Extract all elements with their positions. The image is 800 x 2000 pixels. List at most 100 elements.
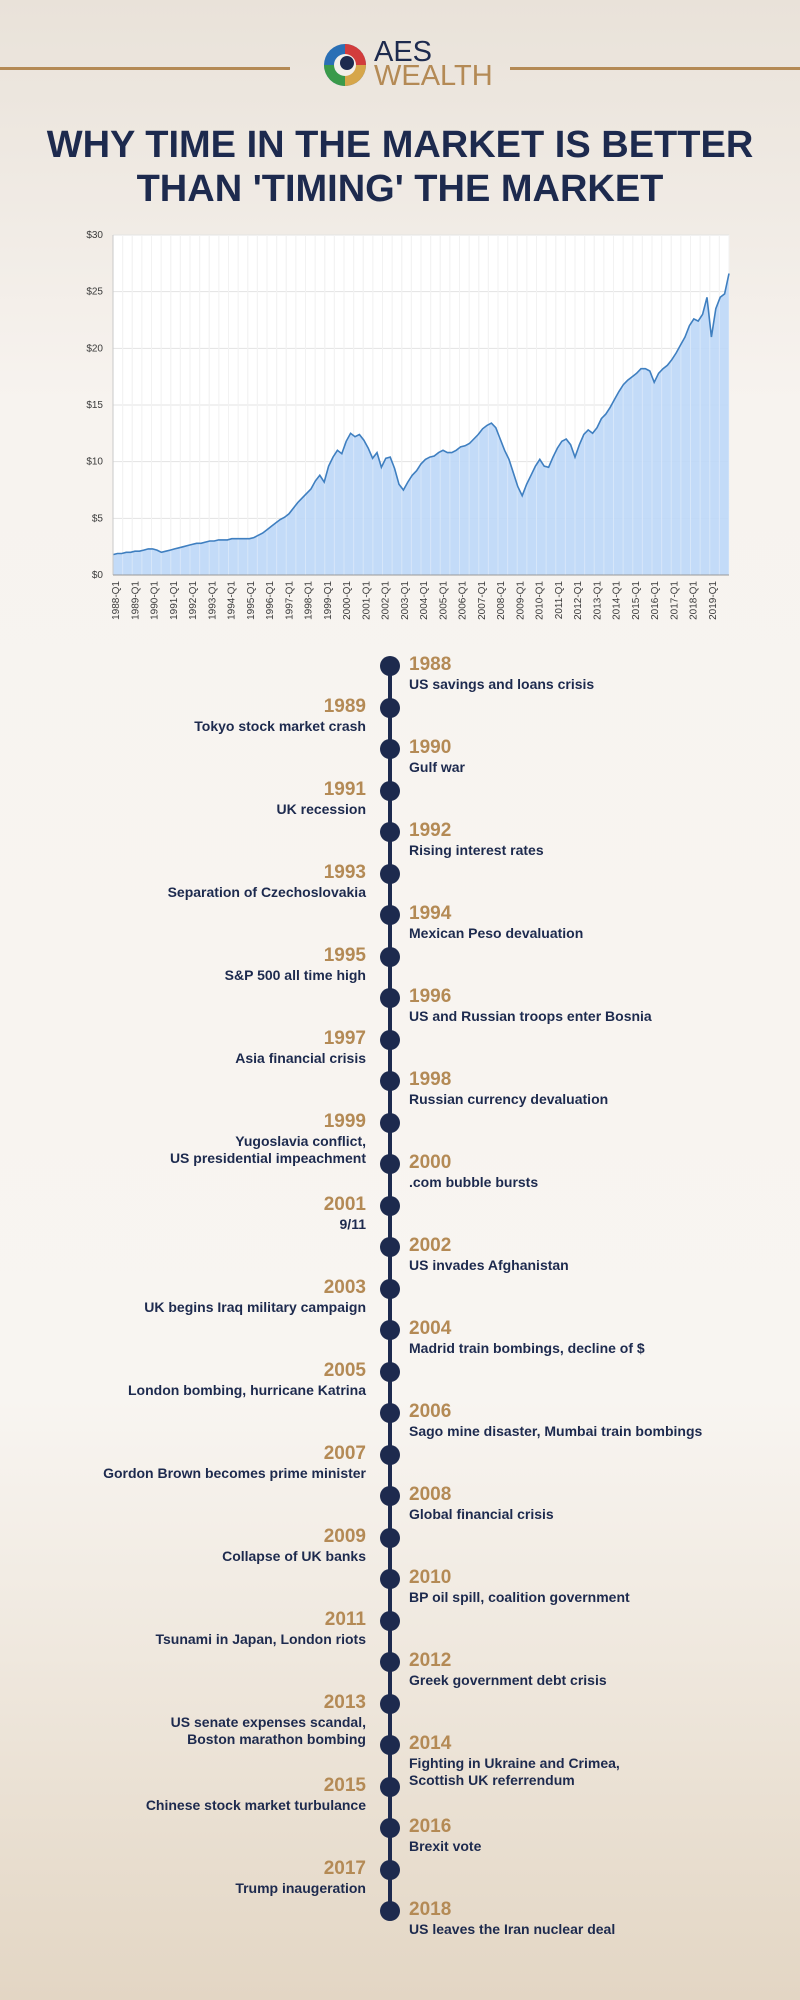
event-description: UK recession	[276, 800, 366, 817]
timeline-dot	[380, 1195, 400, 1216]
x-tick-label: 2004-Q1	[419, 581, 430, 620]
x-tick-label: 1990-Q1	[150, 581, 161, 620]
event-year: 1989	[323, 695, 366, 717]
timeline-dot	[380, 1029, 400, 1050]
x-tick-label: 1994-Q1	[227, 581, 238, 620]
timeline-event: 2000 .com bubble bursts	[409, 1152, 739, 1191]
timeline-event: 1989 Tokyo stock market crash	[36, 696, 366, 735]
timeline-event: 2005 London bombing, hurricane Katrina	[36, 1360, 366, 1399]
page-title-line-2: THAN 'TIMING' THE MARKET	[136, 168, 664, 210]
event-year: 1999	[323, 1110, 366, 1132]
timeline-dot	[380, 1818, 400, 1838]
event-year: 2004	[409, 1318, 452, 1339]
event-description: Boston marathon bombing	[187, 1730, 366, 1747]
timeline-event: 2003 UK begins Iraq military campaign	[36, 1277, 366, 1316]
timeline-dot	[380, 1361, 400, 1382]
event-year: 2000	[409, 1152, 452, 1173]
timeline-event: 1997 Asia financial crisis	[36, 1028, 366, 1067]
timeline-event: 2004 Madrid train bombings, decline of $	[409, 1318, 739, 1357]
x-tick-label: 1998-Q1	[304, 581, 315, 620]
timeline-event: 2001 9/11	[36, 1194, 366, 1233]
timeline-event: 1993 Separation of Czechoslovakia	[36, 862, 366, 901]
event-year: 1997	[323, 1027, 366, 1049]
timeline-dot	[380, 1071, 400, 1091]
event-description: Rising interest rates	[409, 842, 544, 858]
event-year: 2005	[323, 1359, 366, 1381]
event-description: BP oil spill, coalition government	[409, 1589, 630, 1605]
timeline-dot	[380, 1652, 400, 1672]
timeline-dot	[380, 1112, 400, 1133]
timeline-event: 1999 Yugoslavia conflict, US presidential …	[36, 1111, 366, 1167]
brand-mark-icon	[324, 44, 366, 86]
event-description: 9/11	[339, 1215, 366, 1232]
brand-logo: AES WEALTH	[322, 38, 493, 98]
x-tick-label: 1992-Q1	[188, 581, 199, 620]
event-year: 2017	[323, 1857, 366, 1879]
event-description: Asia financial crisis	[235, 1049, 366, 1066]
timeline-event: 2006 Sago mine disaster, Mumbai train bom…	[409, 1401, 739, 1440]
timeline-dot	[380, 1735, 400, 1755]
timeline-event: 2018 US leaves the Iran nuclear deal	[409, 1899, 739, 1938]
timeline-dot	[380, 1901, 400, 1921]
x-tick-label: 1997-Q1	[284, 581, 295, 620]
header-rule-left	[0, 67, 290, 70]
event-description: US senate expenses scandal,	[170, 1713, 366, 1730]
event-year: 2001	[323, 1193, 366, 1215]
x-tick-label: 2000-Q1	[342, 581, 353, 620]
event-description: Collapse of UK banks	[222, 1547, 366, 1564]
series-area	[113, 273, 729, 575]
timeline-dot	[380, 1237, 400, 1257]
timeline-event: 2013 US senate expenses scandal, Boston ma…	[36, 1692, 366, 1748]
timeline-dot	[380, 1486, 400, 1506]
timeline-dot	[380, 1693, 400, 1714]
timeline-event: 1996 US and Russian troops enter Bosnia	[409, 986, 739, 1025]
timeline-event: 2010 BP oil spill, coalition government	[409, 1567, 739, 1606]
event-description: US invades Afghanistan	[409, 1257, 569, 1273]
event-year: 2014	[409, 1733, 452, 1754]
x-tick-label: 2012-Q1	[573, 581, 584, 620]
event-description: Tsunami in Japan, London riots	[155, 1630, 366, 1647]
timeline-dot	[380, 656, 400, 676]
x-tick-label: 2011-Q1	[554, 581, 565, 620]
event-description: Separation of Czechoslovakia	[167, 883, 366, 900]
timeline-dot	[380, 863, 400, 884]
timeline-event: 2014 Fighting in Ukraine and Crimea, Scott…	[409, 1733, 739, 1789]
event-year: 1991	[323, 778, 366, 800]
event-year: 2011	[324, 1608, 366, 1630]
page-title-line-1: WHY TIME IN THE MARKET IS BETTER	[46, 124, 754, 166]
timeline-dot	[380, 1610, 400, 1631]
timeline-dot	[380, 1403, 400, 1423]
timeline-event: 2015 Chinese stock market turbulance	[36, 1775, 366, 1814]
event-year: 2013	[323, 1691, 366, 1713]
x-tick-label: 2014-Q1	[612, 581, 623, 620]
event-year: 1998	[409, 1069, 452, 1090]
y-tick-label: $10	[86, 457, 103, 468]
event-year: 1995	[323, 944, 366, 966]
x-tick-label: 1995-Q1	[246, 581, 257, 620]
event-description: US leaves the Iran nuclear deal	[409, 1921, 616, 1937]
event-year: 2016	[409, 1816, 452, 1837]
timeline-dot	[380, 1320, 400, 1340]
event-description: London bombing, hurricane Katrina	[128, 1381, 366, 1398]
page-title: WHY TIME IN THE MARKET IS BETTER THAN 'T…	[40, 123, 760, 211]
timeline-dot	[380, 1569, 400, 1589]
event-year: 1994	[409, 903, 452, 924]
timeline-event: 2009 Collapse of UK banks	[36, 1526, 366, 1565]
event-description: Gulf war	[409, 759, 466, 775]
y-tick-label: $20	[86, 343, 103, 354]
x-tick-label: 2007-Q1	[477, 581, 488, 620]
x-tick-label: 2015-Q1	[631, 581, 642, 620]
event-year: 1993	[323, 861, 366, 883]
y-tick-label: $25	[86, 287, 103, 298]
x-tick-label: 1996-Q1	[265, 581, 276, 620]
x-tick-label: 2009-Q1	[515, 581, 526, 620]
event-year: 2007	[323, 1442, 366, 1464]
event-year: 1992	[409, 820, 452, 841]
timeline-event: 2011 Tsunami in Japan, London riots	[36, 1609, 366, 1648]
x-tick-label: 2008-Q1	[496, 581, 507, 620]
x-tick-label: 1993-Q1	[207, 581, 218, 620]
event-description: S&P 500 all time high	[224, 966, 366, 983]
timeline-event: 1995 S&P 500 all time high	[36, 945, 366, 984]
timeline-dot	[380, 988, 400, 1008]
event-description: US presidential impeachment	[169, 1149, 366, 1166]
